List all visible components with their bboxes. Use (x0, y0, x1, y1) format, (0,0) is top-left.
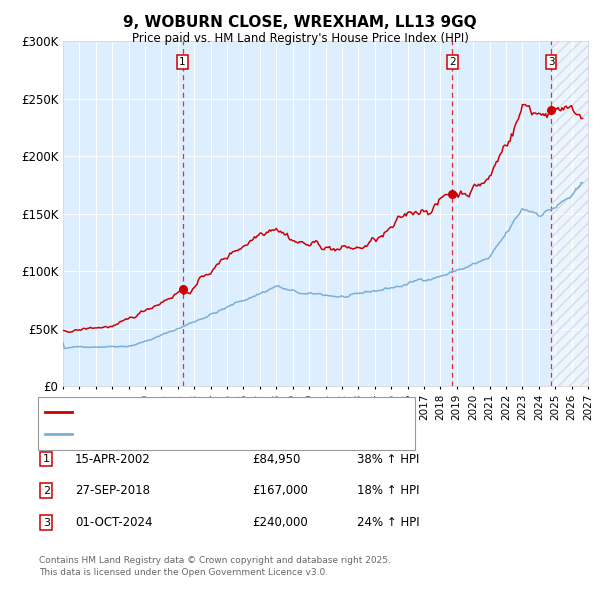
Text: 38% ↑ HPI: 38% ↑ HPI (357, 453, 419, 466)
Text: £240,000: £240,000 (252, 516, 308, 529)
Text: 3: 3 (548, 57, 554, 67)
Text: Contains HM Land Registry data © Crown copyright and database right 2025.
This d: Contains HM Land Registry data © Crown c… (39, 556, 391, 577)
Text: 2: 2 (43, 486, 50, 496)
Text: £84,950: £84,950 (252, 453, 301, 466)
Text: 9, WOBURN CLOSE, WREXHAM, LL13 9GQ: 9, WOBURN CLOSE, WREXHAM, LL13 9GQ (123, 15, 477, 30)
Text: Price paid vs. HM Land Registry's House Price Index (HPI): Price paid vs. HM Land Registry's House … (131, 32, 469, 45)
Text: 18% ↑ HPI: 18% ↑ HPI (357, 484, 419, 497)
Text: 9, WOBURN CLOSE, WREXHAM, LL13 9GQ (semi-detached house): 9, WOBURN CLOSE, WREXHAM, LL13 9GQ (semi… (75, 407, 416, 417)
Text: HPI: Average price, semi-detached house, Wrexham: HPI: Average price, semi-detached house,… (75, 430, 346, 440)
Text: 15-APR-2002: 15-APR-2002 (75, 453, 151, 466)
Text: 01-OCT-2024: 01-OCT-2024 (75, 516, 152, 529)
Text: £167,000: £167,000 (252, 484, 308, 497)
Text: 1: 1 (179, 57, 186, 67)
Text: 2: 2 (449, 57, 456, 67)
Text: 24% ↑ HPI: 24% ↑ HPI (357, 516, 419, 529)
Text: 3: 3 (43, 518, 50, 527)
Text: 27-SEP-2018: 27-SEP-2018 (75, 484, 150, 497)
Text: 1: 1 (43, 454, 50, 464)
Bar (551, 41, 588, 386)
